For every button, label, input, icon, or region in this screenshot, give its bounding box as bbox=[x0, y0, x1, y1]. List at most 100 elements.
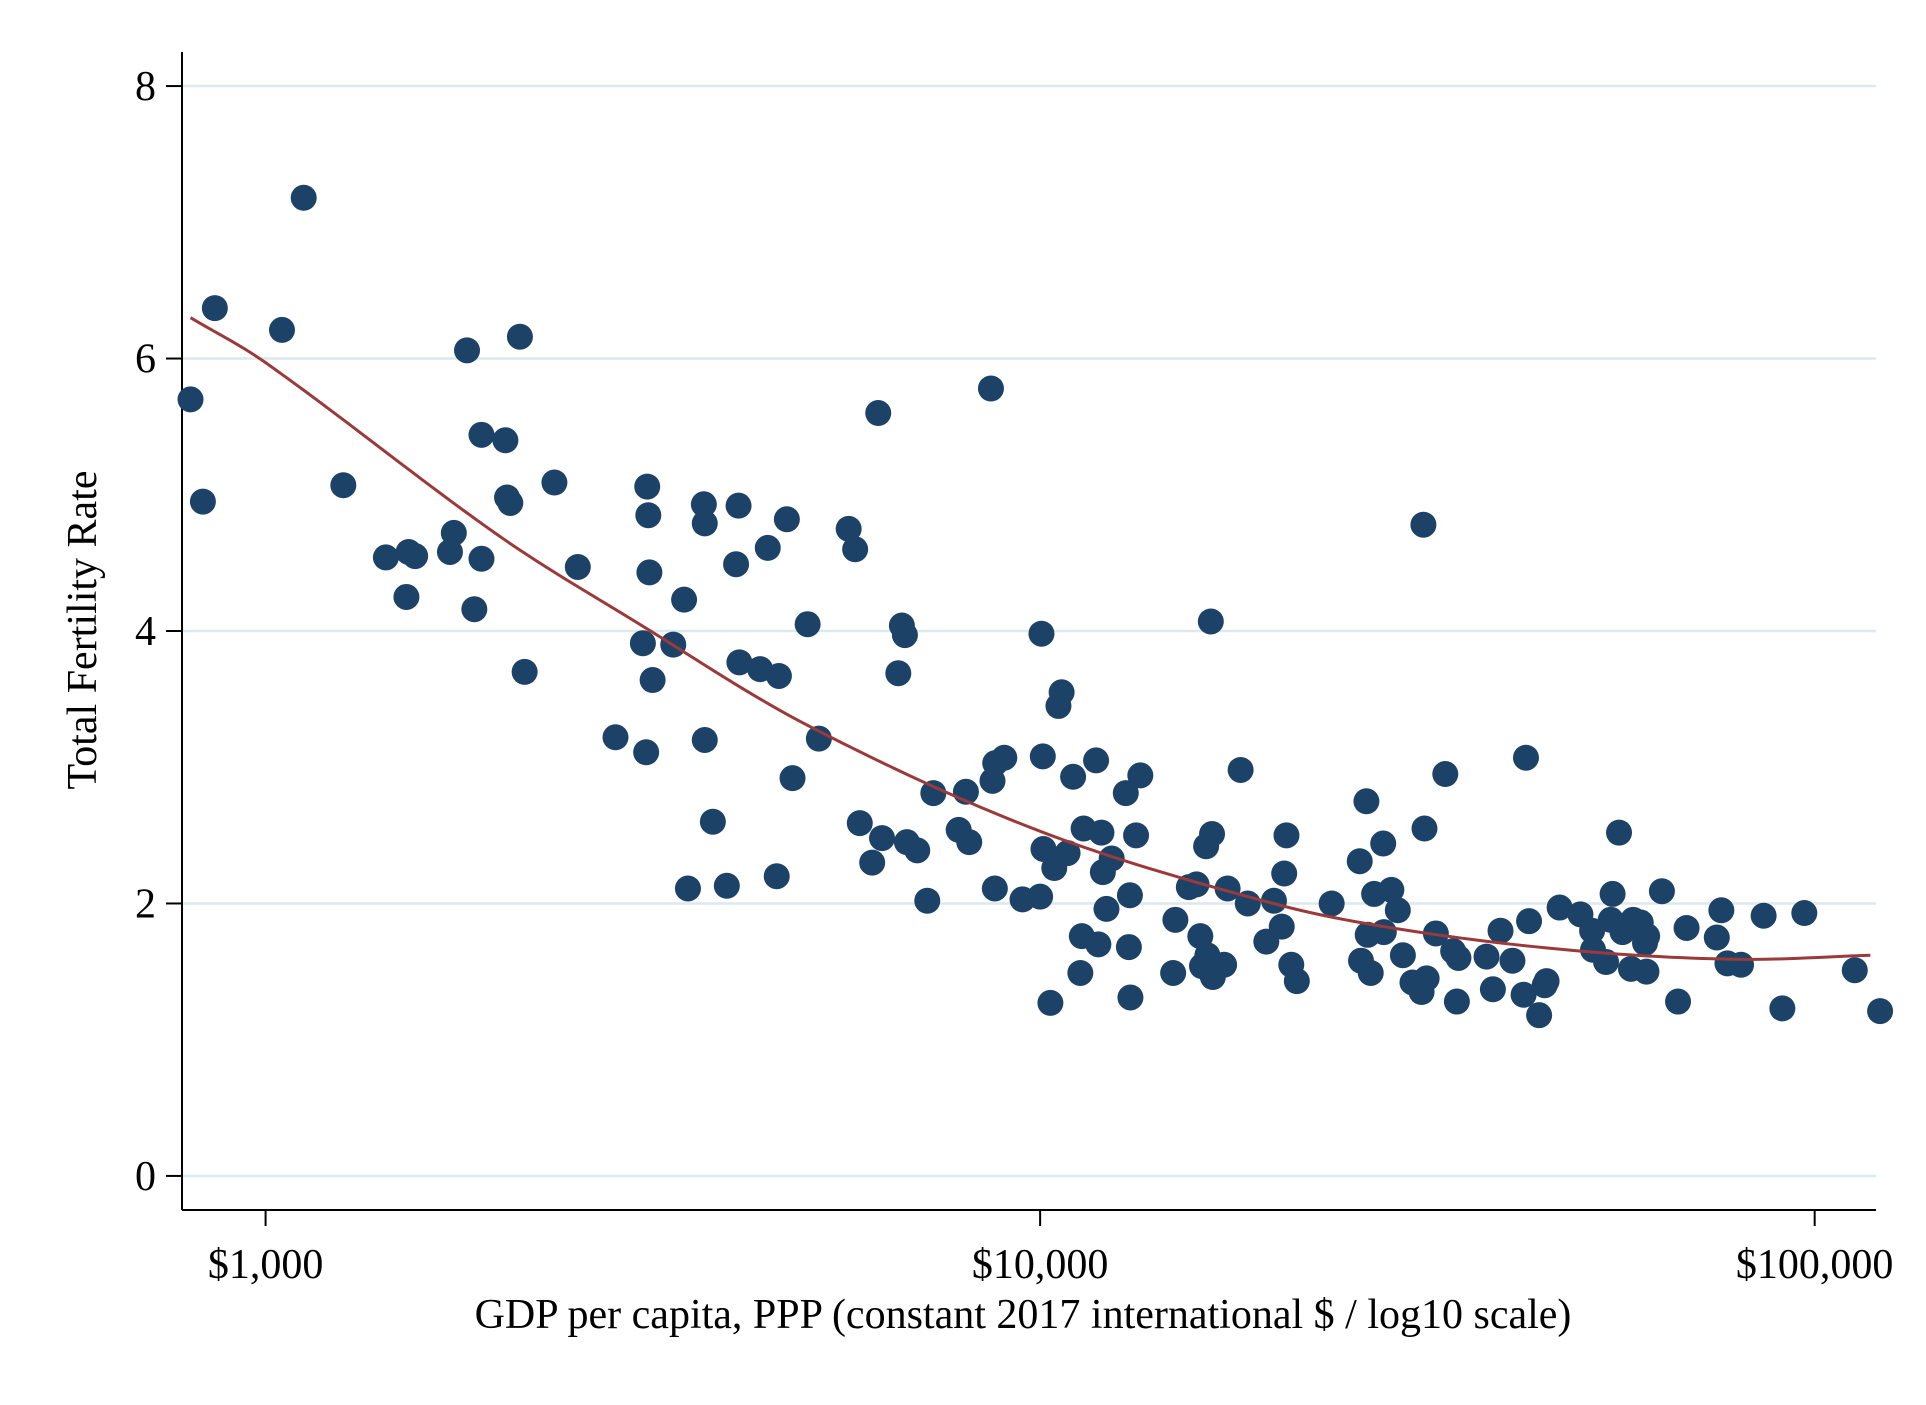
data-point bbox=[468, 421, 495, 448]
data-point bbox=[1526, 1002, 1553, 1029]
data-point bbox=[869, 825, 896, 852]
data-point bbox=[794, 611, 821, 638]
data-point bbox=[1512, 744, 1539, 771]
data-point bbox=[1088, 819, 1115, 846]
data-point bbox=[1060, 763, 1087, 790]
data-point bbox=[691, 726, 718, 753]
data-point bbox=[1708, 897, 1735, 924]
data-point bbox=[629, 630, 656, 657]
data-point bbox=[1353, 788, 1380, 815]
data-point bbox=[1413, 965, 1440, 992]
data-point bbox=[1199, 820, 1226, 847]
y-tick-label: 6 bbox=[135, 337, 156, 383]
data-point bbox=[1211, 951, 1238, 978]
data-point bbox=[1116, 882, 1143, 909]
data-point bbox=[1085, 931, 1112, 958]
data-point bbox=[1029, 743, 1056, 770]
data-point bbox=[1318, 890, 1345, 917]
data-point bbox=[1028, 620, 1055, 647]
y-tick-label: 2 bbox=[135, 881, 156, 927]
data-point bbox=[1370, 919, 1397, 946]
data-point bbox=[773, 506, 800, 533]
data-point bbox=[904, 837, 931, 864]
data-point bbox=[691, 510, 718, 537]
x-tick-label: $100,000 bbox=[1736, 1242, 1894, 1288]
data-point bbox=[1370, 830, 1397, 857]
data-point bbox=[920, 780, 947, 807]
data-point bbox=[1384, 897, 1411, 924]
data-point bbox=[1487, 917, 1514, 944]
data-point bbox=[1750, 902, 1777, 929]
data-point bbox=[1633, 958, 1660, 985]
data-point bbox=[177, 386, 204, 413]
data-point bbox=[402, 543, 429, 570]
data-point bbox=[835, 515, 862, 542]
y-tick-label: 8 bbox=[135, 64, 156, 110]
data-point bbox=[1791, 900, 1818, 927]
data-point bbox=[1606, 819, 1633, 846]
data-point bbox=[805, 725, 832, 752]
data-point bbox=[461, 596, 488, 623]
data-point bbox=[1546, 894, 1573, 921]
data-point bbox=[1183, 871, 1210, 898]
data-point bbox=[713, 872, 740, 899]
data-point bbox=[635, 502, 662, 529]
data-point bbox=[690, 491, 717, 518]
data-point bbox=[1703, 924, 1730, 951]
data-point bbox=[1473, 943, 1500, 970]
data-point bbox=[602, 724, 629, 751]
data-point bbox=[189, 488, 216, 515]
data-point bbox=[1357, 959, 1384, 986]
data-point bbox=[1593, 949, 1620, 976]
data-point bbox=[1445, 944, 1472, 971]
data-point bbox=[1048, 679, 1075, 706]
x-tick-label: $1,000 bbox=[208, 1242, 324, 1288]
data-point bbox=[1599, 880, 1626, 907]
axes: 0 2 4 6 8 $1,000 $10,000 $100,000 bbox=[135, 52, 1893, 1288]
data-point bbox=[290, 184, 317, 211]
x-tick-label: $10,000 bbox=[972, 1242, 1109, 1288]
data-point bbox=[865, 400, 892, 427]
data-point bbox=[1665, 988, 1692, 1015]
data-point bbox=[1268, 913, 1295, 940]
data-point bbox=[977, 375, 1004, 402]
data-point bbox=[1123, 822, 1150, 849]
data-point bbox=[671, 586, 698, 613]
data-point bbox=[564, 553, 591, 580]
data-points bbox=[177, 184, 1894, 1029]
data-point bbox=[674, 875, 701, 902]
data-point bbox=[633, 739, 660, 766]
data-point bbox=[1841, 957, 1868, 984]
data-point bbox=[991, 744, 1018, 771]
data-point bbox=[636, 559, 663, 586]
data-point bbox=[1673, 914, 1700, 941]
data-point bbox=[372, 544, 399, 571]
data-point bbox=[859, 849, 886, 876]
data-point bbox=[268, 316, 295, 343]
data-point bbox=[1115, 934, 1142, 961]
data-point bbox=[1410, 511, 1437, 538]
data-point bbox=[1260, 887, 1287, 914]
data-point bbox=[891, 622, 918, 649]
data-point bbox=[956, 829, 983, 856]
data-point bbox=[846, 810, 873, 837]
data-point bbox=[1227, 756, 1254, 783]
data-point bbox=[765, 662, 792, 689]
data-point bbox=[1648, 878, 1675, 905]
data-point bbox=[440, 519, 467, 546]
data-point bbox=[763, 863, 790, 890]
data-point bbox=[1112, 780, 1139, 807]
data-point bbox=[506, 323, 533, 350]
data-point bbox=[1271, 860, 1298, 887]
data-point bbox=[1499, 947, 1526, 974]
data-point bbox=[1728, 951, 1755, 978]
data-point bbox=[1346, 848, 1373, 875]
data-point bbox=[1389, 942, 1416, 969]
data-point bbox=[1214, 875, 1241, 902]
data-point bbox=[914, 887, 941, 914]
data-point bbox=[497, 489, 524, 516]
data-point bbox=[1531, 972, 1558, 999]
data-point bbox=[1273, 822, 1300, 849]
y-tick-label: 4 bbox=[135, 609, 156, 655]
